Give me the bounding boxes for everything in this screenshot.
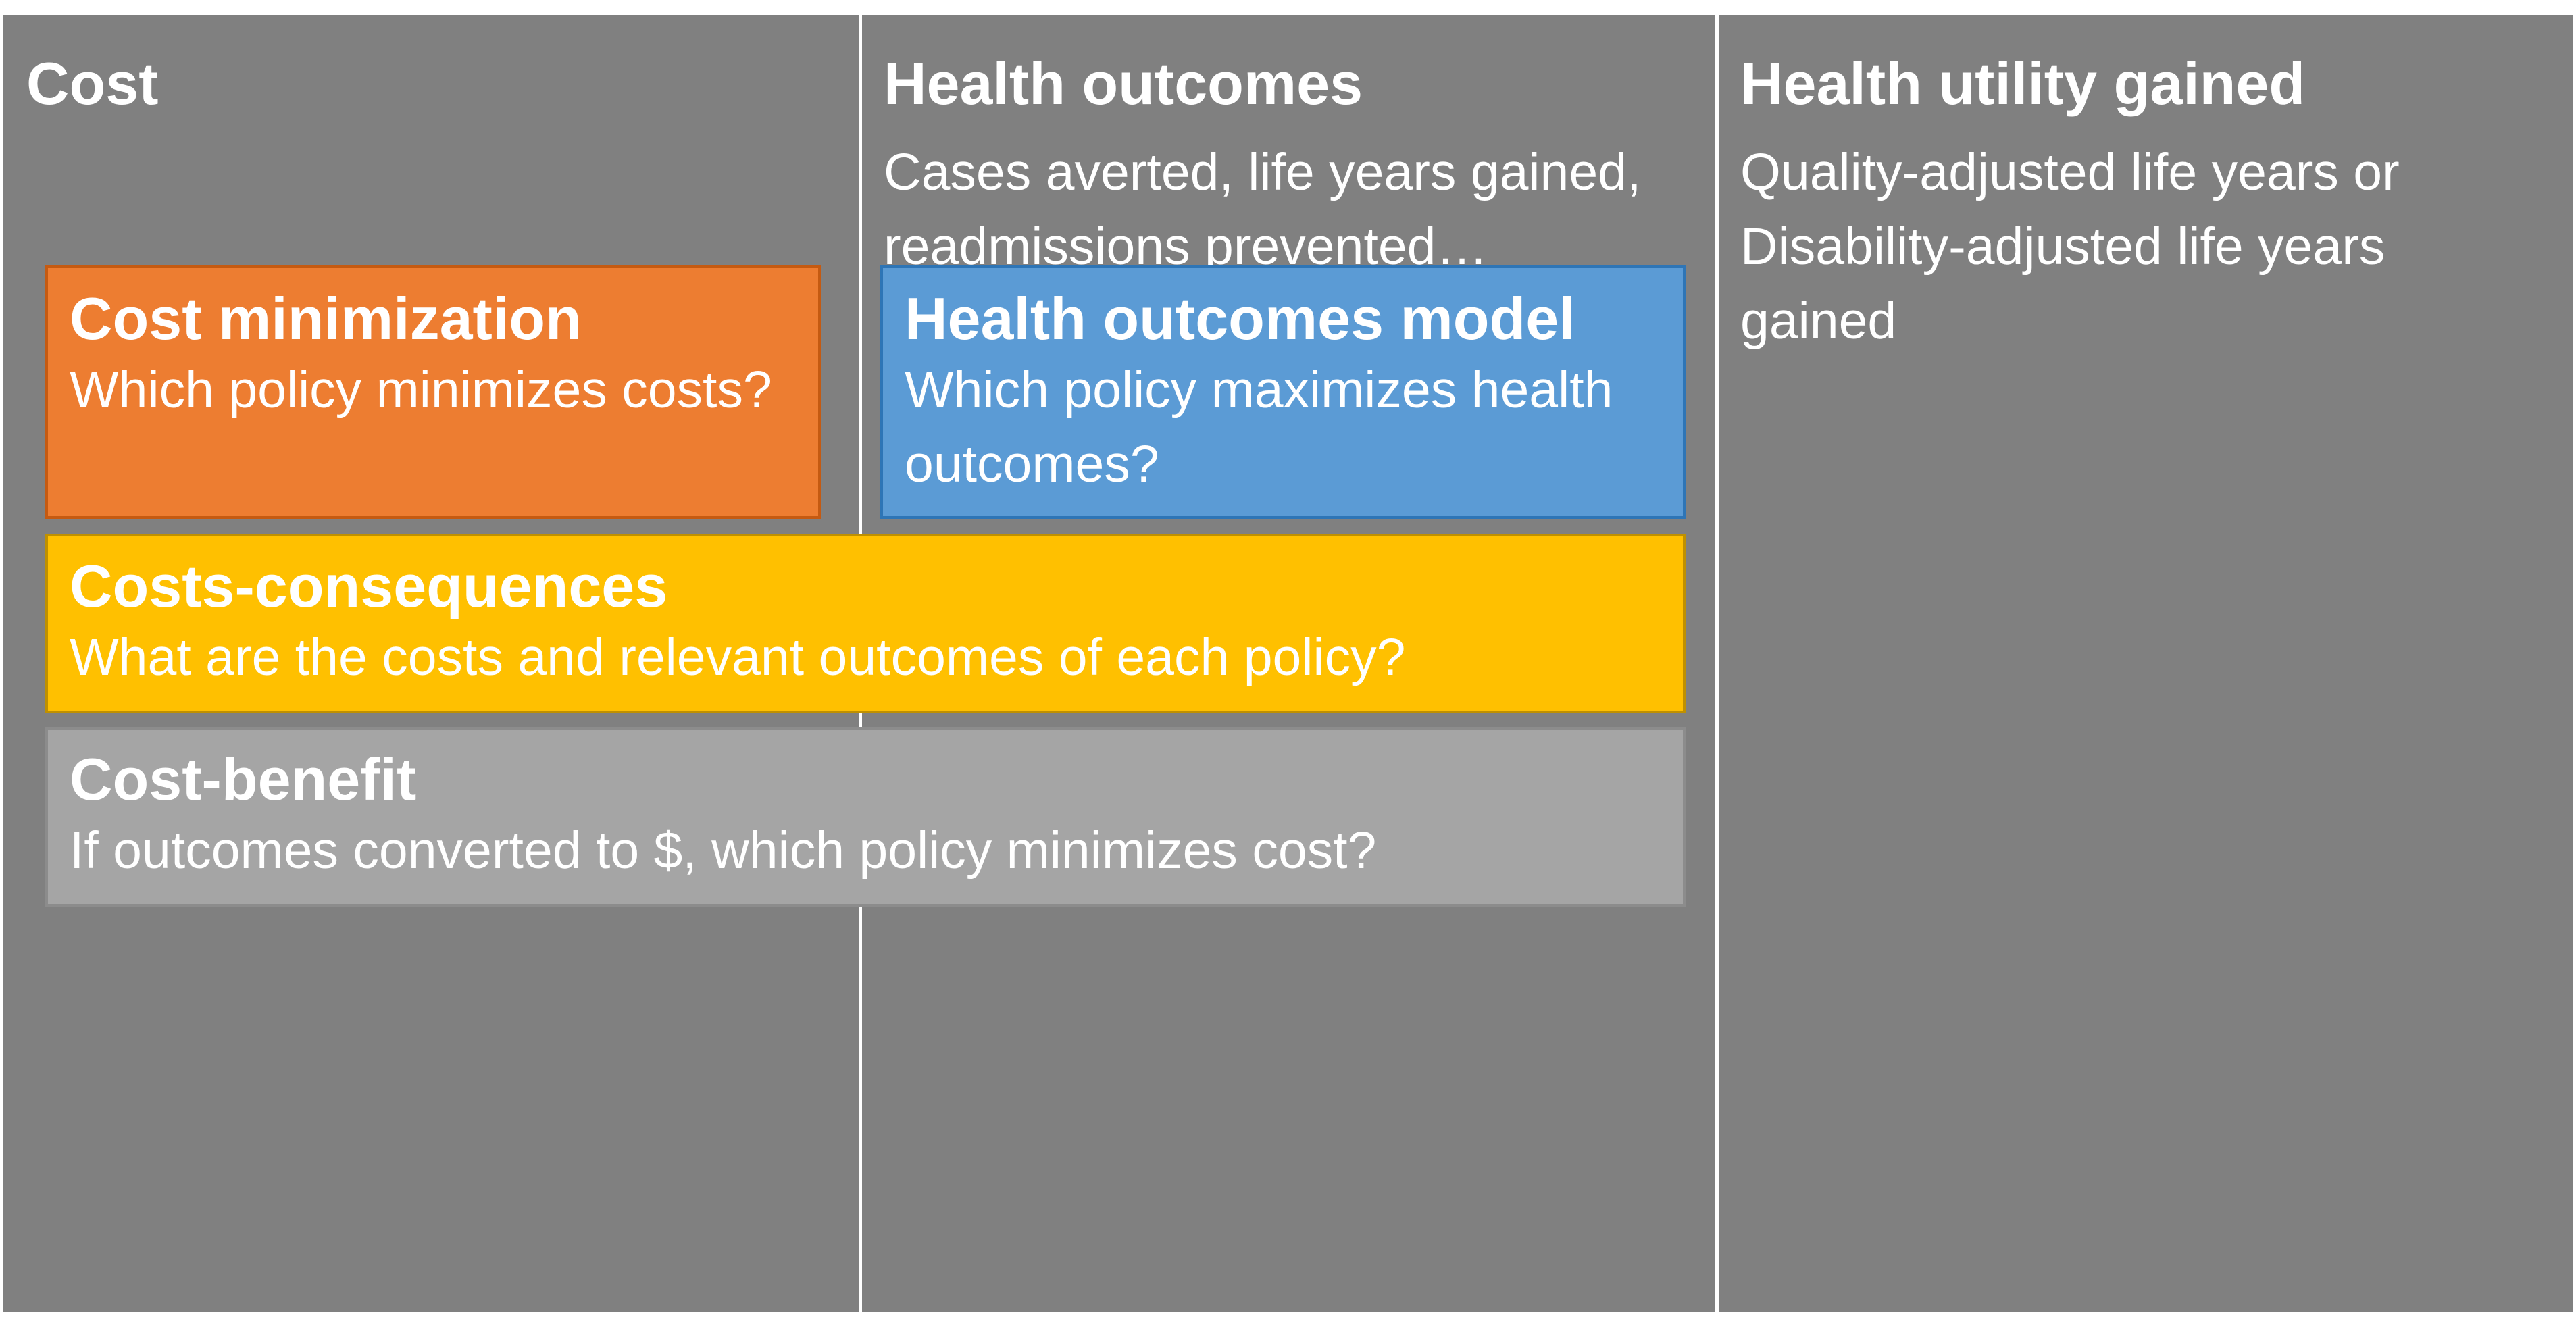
health-outcomes-model-box: Health outcomes model Which policy maxim… xyxy=(880,265,1686,519)
costs-consequences-box: Costs-consequences What are the costs an… xyxy=(45,534,1686,713)
health-outcomes-model-title: Health outcomes model xyxy=(905,285,1575,352)
column-cost-title: Cost xyxy=(26,50,159,117)
costs-consequences-question: What are the costs and relevant outcomes… xyxy=(70,628,1406,686)
column-health-utility: Health utility gained Quality-adjusted l… xyxy=(1719,15,2573,1312)
cost-benefit-question: If outcomes converted to $, which policy… xyxy=(70,821,1377,880)
health-outcomes-model-question: Which policy maximizes health outcomes? xyxy=(905,361,1613,493)
cost-minimization-question: Which policy minimizes costs? xyxy=(70,361,772,419)
column-health-utility-subtitle: Quality-adjusted life years or Disabilit… xyxy=(1740,143,2400,350)
costs-consequences-title: Costs-consequences xyxy=(70,553,668,619)
cost-benefit-title: Cost-benefit xyxy=(70,746,417,813)
cost-minimization-title: Cost minimization xyxy=(70,285,582,352)
cost-benefit-box: Cost-benefit If outcomes converted to $,… xyxy=(45,727,1686,907)
column-health-outcomes-subtitle: Cases averted, life years gained, readmi… xyxy=(884,143,1642,276)
cost-minimization-box: Cost minimization Which policy minimizes… xyxy=(45,265,821,519)
column-health-utility-title: Health utility gained xyxy=(1740,50,2306,117)
column-health-outcomes-title: Health outcomes xyxy=(884,50,1363,117)
